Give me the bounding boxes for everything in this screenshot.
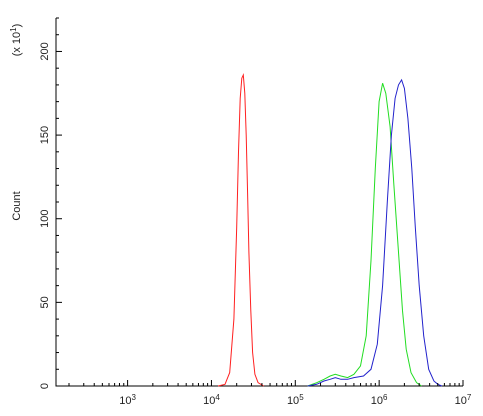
plot-area xyxy=(55,18,464,387)
y-axis-label: Count xyxy=(11,191,23,220)
x-tick-label: 105 xyxy=(287,393,304,408)
series-group xyxy=(217,72,443,387)
y-tick-label: 100 xyxy=(39,210,51,228)
y-multiplier-prefix: (x 10 xyxy=(11,32,23,56)
x-tick-base: 10 xyxy=(119,395,131,407)
x-tick-exponent: 6 xyxy=(383,393,388,402)
x-tick-label: 106 xyxy=(371,393,388,408)
x-tick-base: 10 xyxy=(455,395,467,407)
y-tick-label: 200 xyxy=(39,42,51,60)
x-tick-exponent: 3 xyxy=(131,393,136,402)
y-multiplier-label: (x 101) xyxy=(9,24,24,57)
x-tick-exponent: 5 xyxy=(299,393,304,402)
x-tick-base: 10 xyxy=(371,395,383,407)
x-tick-label: 107 xyxy=(455,393,472,408)
y-tick-label: 50 xyxy=(39,296,51,308)
x-tick-base: 10 xyxy=(203,395,215,407)
x-tick-label: 103 xyxy=(119,393,136,408)
x-tick-base: 10 xyxy=(287,395,299,407)
x-axis: 103 104 105 106 107 xyxy=(68,380,472,408)
x-tick-label: 104 xyxy=(203,393,220,408)
y-axis: 0 50 100 150 200 xyxy=(39,17,62,389)
y-tick-label: 150 xyxy=(39,126,51,144)
series-line-2 xyxy=(307,83,422,387)
y-multiplier-suffix: ) xyxy=(11,24,23,28)
plot-frame xyxy=(55,18,463,387)
y-tick-label: 0 xyxy=(39,383,51,389)
series-line-3 xyxy=(307,78,443,387)
series-line-1 xyxy=(217,72,264,387)
y-multiplier-exponent: 1 xyxy=(9,27,18,32)
x-tick-exponent: 4 xyxy=(215,393,220,402)
x-tick-exponent: 7 xyxy=(467,393,472,402)
